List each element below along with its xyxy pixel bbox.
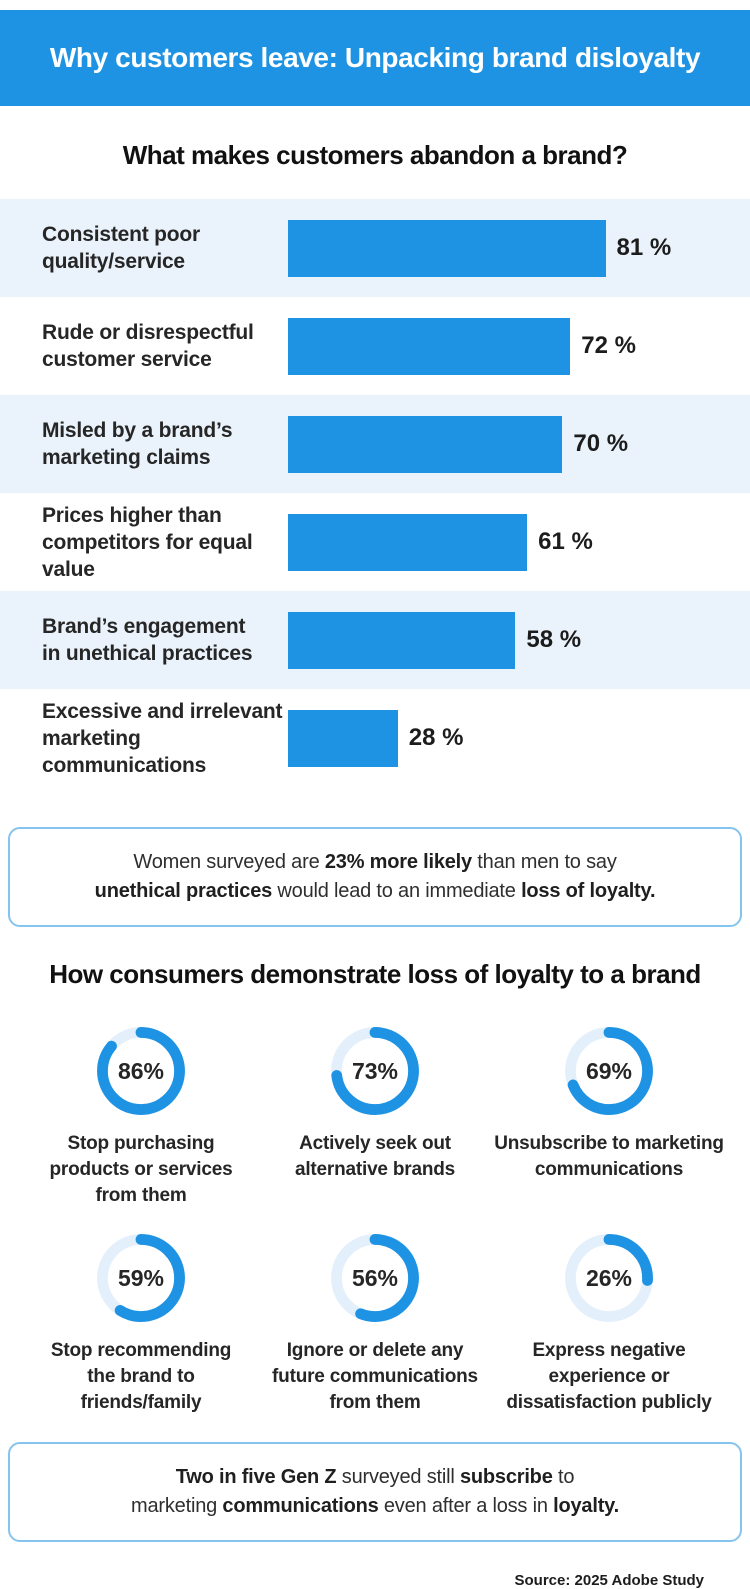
- bar-row: Brand’s engagement in unethical practices…: [0, 591, 750, 689]
- donut-caption: Stop purchasing products or services from …: [49, 1133, 233, 1206]
- donut-percentage: 56%: [351, 1264, 398, 1291]
- donut-item: 86% Stop purchasing products or services fr…: [50, 1012, 233, 1209]
- bar-track: 72 %: [288, 317, 680, 375]
- bar-chart: Consistent poor quality/service 81 % Rude o…: [0, 199, 750, 787]
- bar-value: 72 %: [581, 332, 636, 359]
- donut-chart: 69%: [562, 1024, 656, 1118]
- donut-item: 56% Ignore or delete any future communicat…: [272, 1219, 478, 1416]
- bar-category-label: Brand’s engagement in unethical practices: [42, 615, 253, 665]
- bar-row: Rude or disrespectful customer service 72 …: [0, 297, 750, 395]
- donut-item: 59% Stop recommending the brand to friends/…: [51, 1219, 231, 1416]
- callout-text: Two in five Gen Z surveyed still subscri…: [175, 1466, 575, 1488]
- donut-chart: 56%: [328, 1231, 422, 1325]
- donut-chart: 73%: [328, 1024, 422, 1118]
- donut-caption: Express negative experience or dissatisfac…: [506, 1340, 712, 1413]
- bar: [288, 611, 516, 669]
- bar-category-label: Consistent poor quality/service: [42, 223, 200, 273]
- bar-value: 70 %: [573, 430, 629, 457]
- callout-text: unethical practices would lead to an imm…: [94, 880, 656, 902]
- donut-caption: Actively seek out alternative brands: [294, 1133, 456, 1180]
- donut-percentage: 59%: [117, 1264, 164, 1291]
- donut-caption: Stop recommending the brand to friends/fam…: [50, 1340, 232, 1413]
- bar-category-label: Rude or disrespectful customer service: [42, 321, 254, 371]
- donut-percentage: 73%: [351, 1057, 398, 1084]
- bar: [288, 709, 398, 767]
- bar: [288, 513, 528, 571]
- bar-track: 58 %: [288, 611, 680, 669]
- bar-row: Excessive and irrelevant marketing commun…: [0, 689, 750, 787]
- bar: [288, 317, 571, 375]
- donut-percentage: 26%: [585, 1264, 633, 1291]
- bar-category-label: Misled by a brand’s marketing claims: [42, 419, 233, 469]
- bar-section-title: What makes customers abandon a brand?: [122, 140, 628, 170]
- callout-women-unethical: Women surveyed are 23% more likely than …: [8, 827, 742, 927]
- infographic-page: Why customers leave: Unpacking brand dis…: [0, 10, 750, 1589]
- donut-caption: Ignore or delete any future communication…: [272, 1340, 478, 1413]
- donut-chart: 86%: [94, 1024, 188, 1118]
- header-banner: Why customers leave: Unpacking brand dis…: [0, 10, 750, 106]
- bar-value: 81 %: [616, 234, 672, 261]
- source-credit: Source: 2025 Adobe Study: [514, 1572, 705, 1589]
- donut-percentage: 86%: [117, 1057, 164, 1084]
- bar-track: 70 %: [288, 415, 680, 473]
- bar-row: Misled by a brand’s marketing claims 70 %: [0, 395, 750, 493]
- bar-track: 81 %: [288, 219, 680, 277]
- donut-item: 69% Unsubscribe to marketing communication…: [494, 1012, 724, 1209]
- donut-item: 73% Actively seek out alternative brands: [295, 1012, 455, 1209]
- bar-category-label: Prices higher than competitors for equal …: [42, 503, 253, 581]
- donut-item: 26% Express negative experience or dissatis…: [506, 1219, 712, 1416]
- bar-value: 58 %: [526, 626, 582, 653]
- callout-text: Women surveyed are 23% more likely than …: [133, 851, 617, 873]
- bar-row: Prices higher than competitors for equal …: [0, 493, 750, 591]
- bar: [288, 415, 563, 473]
- callout-text: marketing communications even after a lo…: [131, 1495, 619, 1517]
- bar-value: 61 %: [538, 528, 593, 555]
- donut-grid: 86% Stop purchasing products or services fr…: [24, 1012, 726, 1416]
- page-title: Why customers leave: Unpacking brand dis…: [49, 42, 701, 73]
- bar-value: 28 %: [408, 724, 464, 751]
- bar-track: 61 %: [288, 513, 680, 571]
- callout-genz-subscribe: Two in five Gen Z surveyed still subscri…: [8, 1442, 742, 1542]
- bar-category-label: Excessive and irrelevant marketing commun…: [42, 699, 283, 777]
- bar-row: Consistent poor quality/service 81 %: [0, 199, 750, 297]
- bar: [288, 219, 606, 277]
- donut-section-title: How consumers demonstrate loss of loyalt…: [49, 959, 701, 989]
- donut-chart: 59%: [94, 1231, 188, 1325]
- bar-track: 28 %: [288, 709, 680, 767]
- donut-percentage: 69%: [585, 1057, 633, 1084]
- donut-chart: 26%: [562, 1231, 656, 1325]
- donut-caption: Unsubscribe to marketing communications: [494, 1133, 724, 1180]
